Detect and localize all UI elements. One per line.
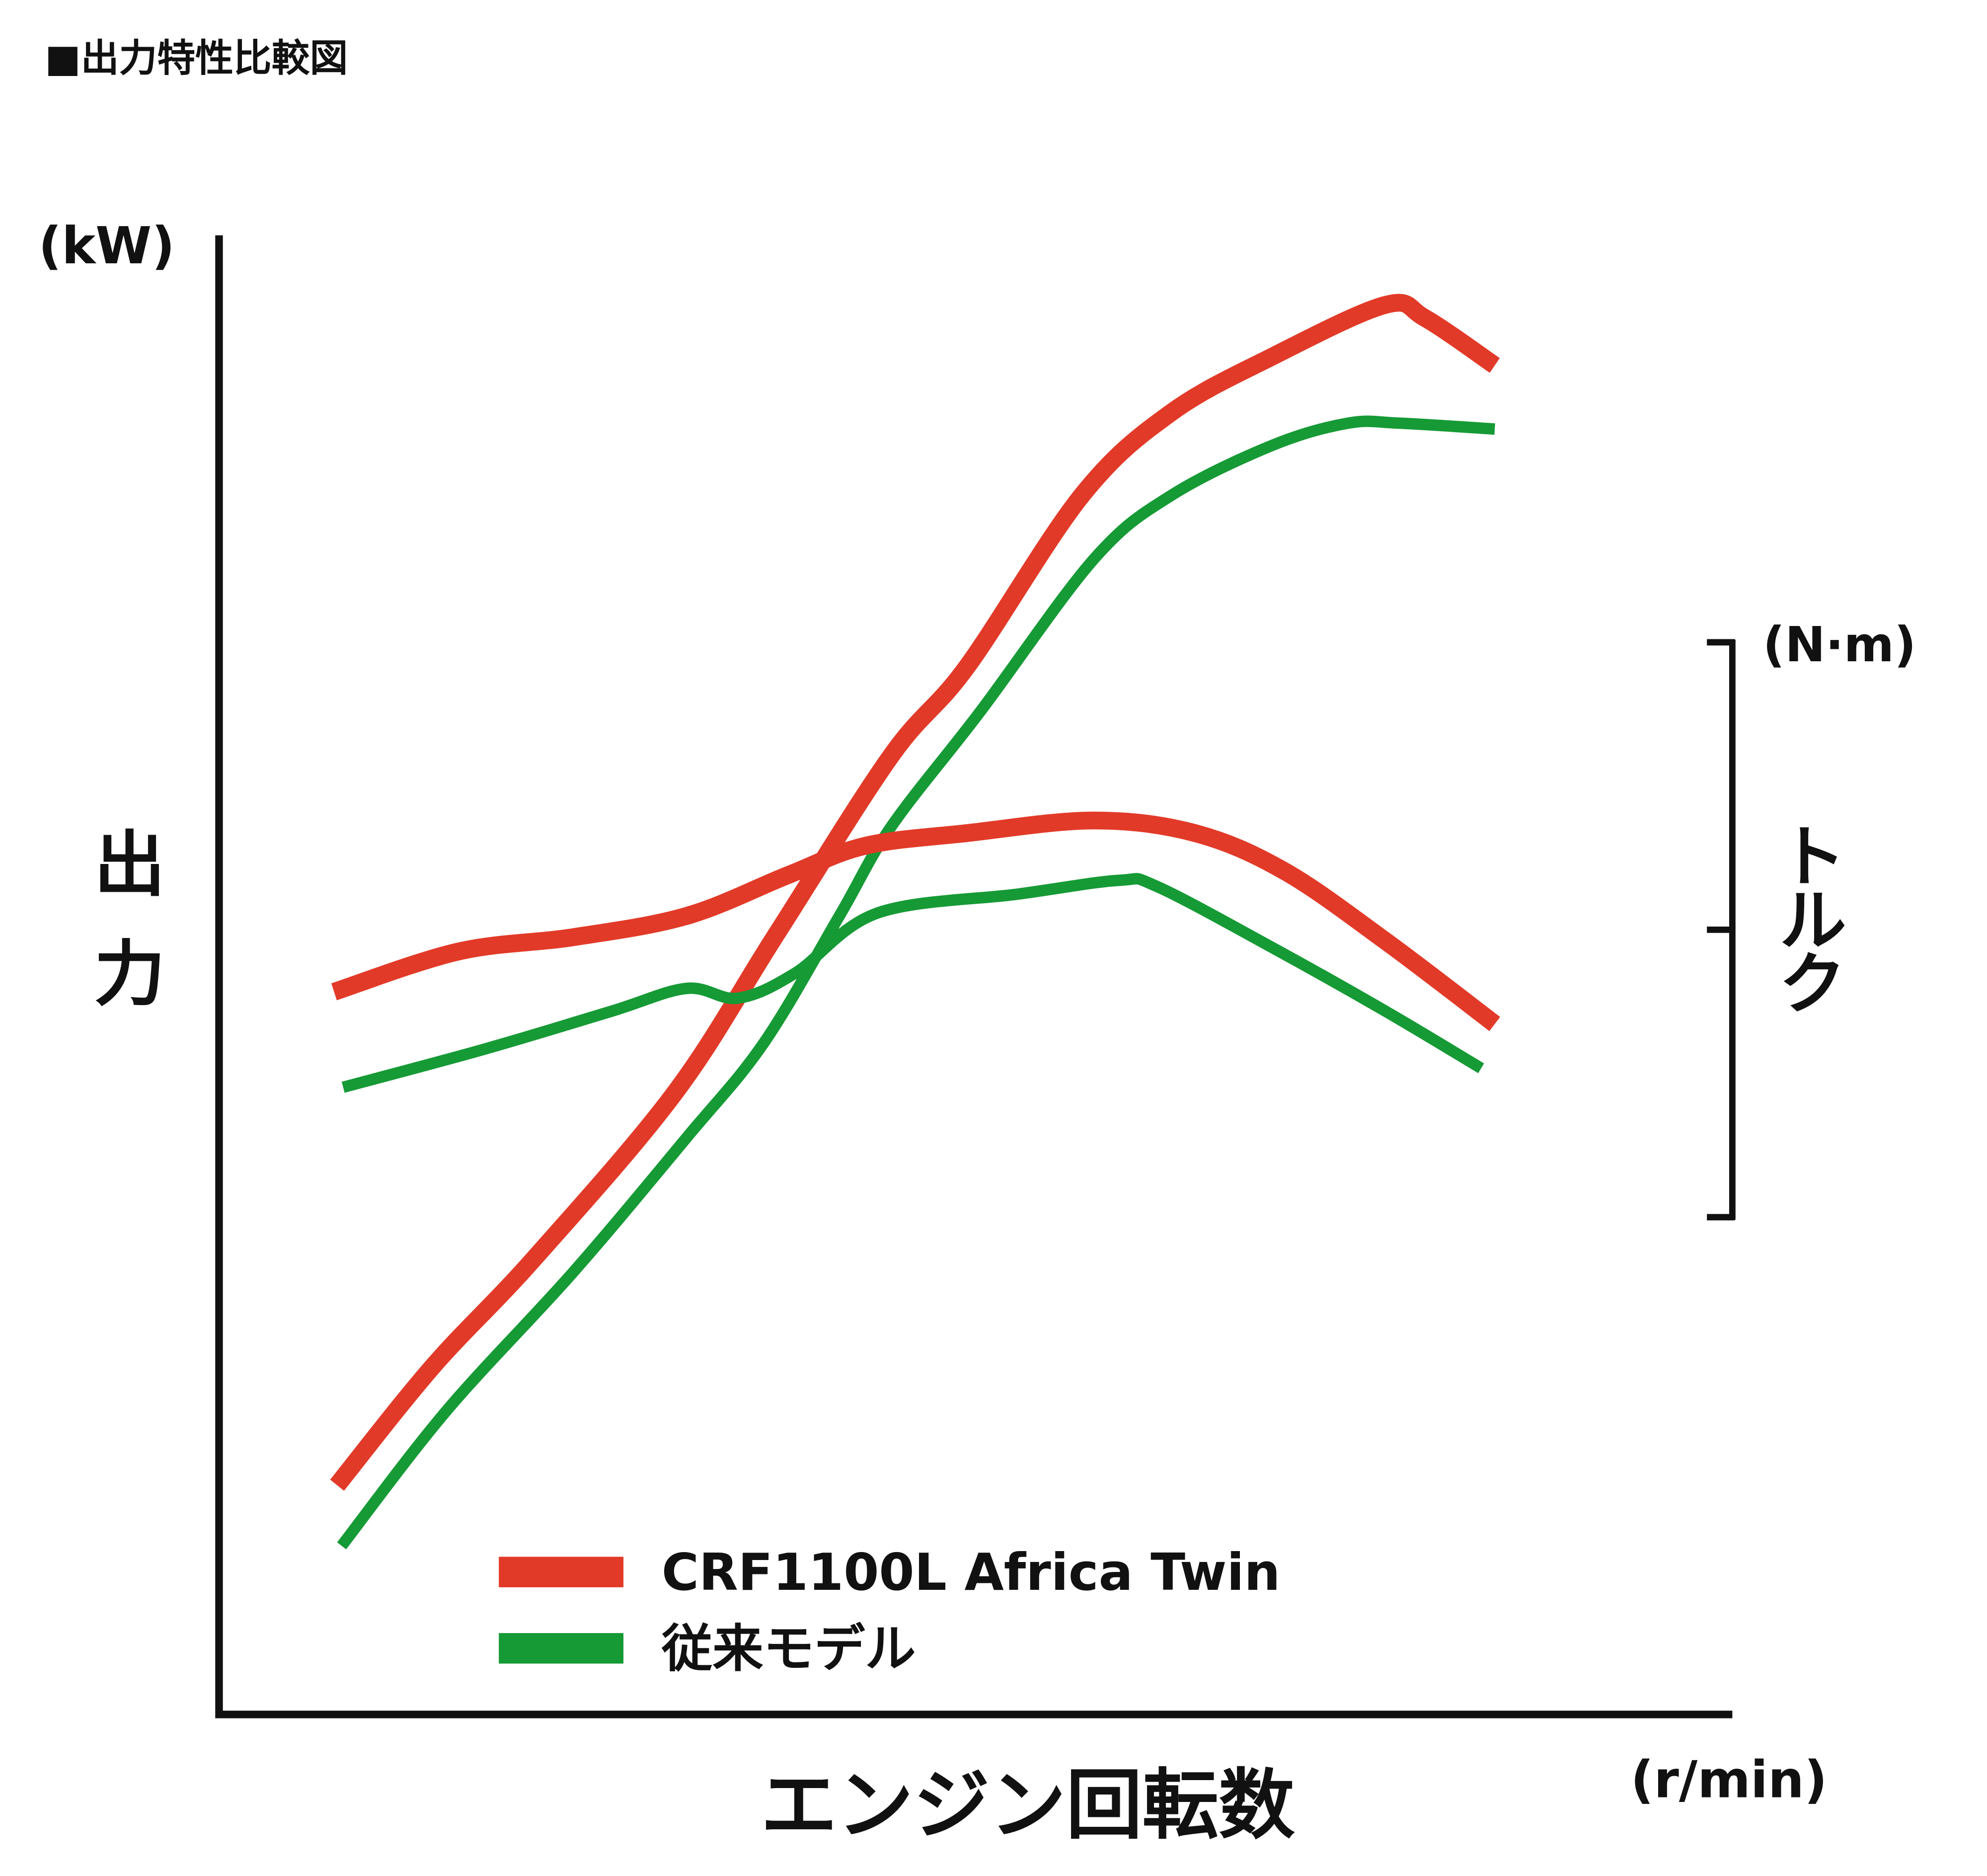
axes <box>215 235 1733 1719</box>
legend-swatch <box>499 1633 624 1664</box>
legend-label: CRF1100L Africa Twin <box>662 1543 1281 1602</box>
x-title: エンジン回転数 <box>761 1761 1295 1850</box>
line-series <box>331 811 1500 1031</box>
y2-title: トルク <box>1766 820 1846 1012</box>
line-series <box>337 415 1495 1550</box>
legend-label: 従来モデル <box>661 1620 916 1679</box>
plot: CRF1100L Africa Twin 従来モデル <box>330 294 1735 1679</box>
y2-unit: (N·m) <box>1763 617 1916 673</box>
line-series <box>330 294 1500 1491</box>
line-series <box>341 873 1484 1093</box>
y-unit: (kW) <box>38 217 175 276</box>
x-unit: (r/min) <box>1631 1750 1828 1809</box>
legend-swatch <box>499 1557 624 1587</box>
chart-title: ■出力特性比較図 <box>45 36 348 80</box>
y-title: 出力 <box>82 827 165 1045</box>
